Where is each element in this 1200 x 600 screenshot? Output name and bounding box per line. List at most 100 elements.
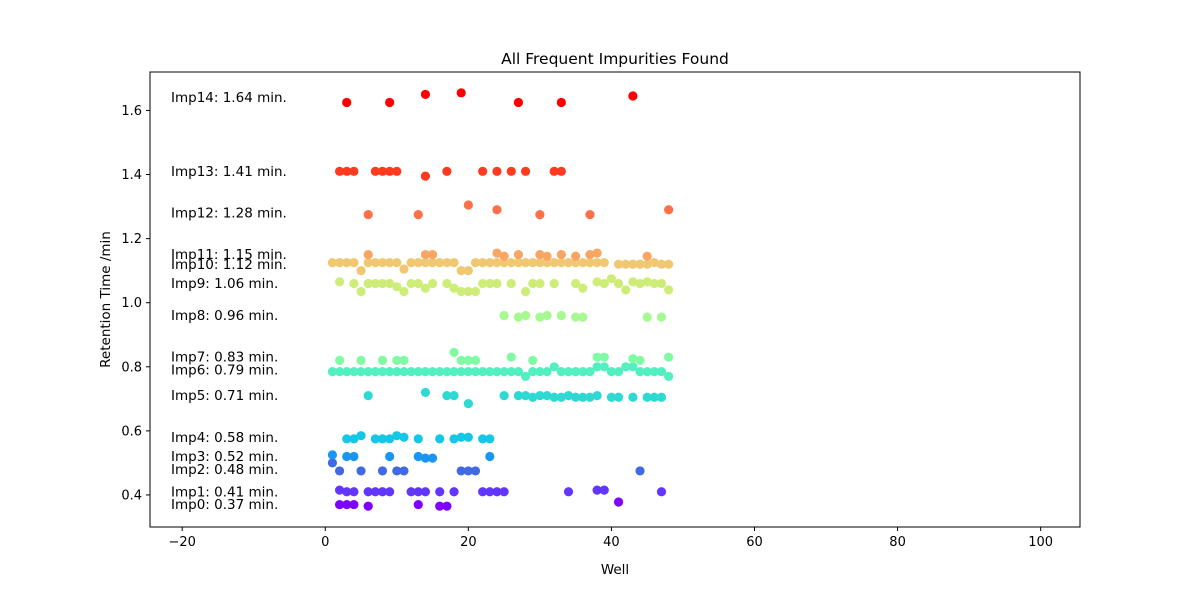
data-point [377, 434, 388, 444]
data-point [420, 171, 431, 181]
y-tick-label: 0.8 [121, 360, 142, 375]
data-point [456, 355, 466, 365]
data-point [571, 392, 581, 402]
data-point [413, 434, 423, 444]
data-point [478, 434, 488, 444]
impurity-label: Imp12: 1.28 min. [171, 205, 287, 221]
data-point [628, 259, 638, 269]
data-point [435, 258, 445, 268]
data-point [478, 366, 488, 377]
data-point [342, 451, 352, 462]
data-point [506, 166, 516, 176]
data-point [549, 258, 559, 268]
data-point [578, 312, 588, 322]
data-point [485, 451, 495, 462]
data-point [628, 277, 638, 287]
data-point [334, 258, 345, 268]
data-point [370, 166, 380, 176]
data-point [349, 434, 359, 444]
data-point [470, 355, 481, 365]
data-point [420, 453, 431, 463]
data-point [592, 391, 602, 401]
data-point [385, 366, 395, 377]
data-point [456, 88, 466, 98]
data-point [463, 466, 473, 476]
data-point [463, 355, 473, 365]
data-point [435, 501, 445, 511]
data-point [356, 431, 366, 441]
data-point [528, 278, 538, 289]
data-point [592, 362, 602, 372]
impurity-label: Imp0: 0.37 min. [171, 497, 278, 513]
data-point [656, 392, 667, 402]
x-tick-label: −20 [168, 535, 195, 550]
data-point [327, 366, 338, 377]
data-point [349, 451, 359, 462]
data-point [592, 248, 602, 258]
data-point [356, 266, 366, 276]
data-point [499, 258, 509, 268]
data-point [528, 355, 538, 365]
data-point [656, 278, 667, 289]
series-imp5 [363, 387, 667, 409]
data-point [334, 366, 345, 377]
data-point [506, 258, 516, 268]
data-point [449, 391, 459, 401]
data-point [327, 450, 338, 460]
data-point [535, 250, 545, 260]
impurity-label: Imp14: 1.64 min. [171, 90, 287, 106]
data-point [535, 391, 545, 401]
data-point [578, 366, 588, 377]
data-point [478, 487, 488, 497]
data-point [642, 392, 652, 402]
data-point [377, 278, 388, 289]
data-point [635, 355, 645, 365]
data-point [492, 366, 502, 377]
chart-title: All Frequent Impurities Found [501, 50, 729, 68]
data-point [528, 366, 538, 377]
data-point [363, 391, 373, 401]
data-point [427, 453, 438, 463]
data-point [370, 258, 380, 268]
series-imp10 [327, 258, 674, 276]
data-point [442, 258, 452, 268]
plot-frame [149, 71, 1081, 528]
data-point [420, 258, 431, 268]
data-point [342, 366, 352, 377]
data-point [342, 499, 352, 510]
data-point [628, 362, 638, 372]
data-point [499, 310, 509, 321]
data-point [664, 371, 674, 382]
data-point [470, 366, 481, 377]
data-point [642, 366, 652, 377]
data-point [392, 355, 402, 365]
data-point [456, 366, 466, 377]
data-point [513, 391, 524, 401]
x-axis: −20 0 20 40 60 80 100 [168, 527, 1053, 550]
data-point [642, 312, 652, 322]
data-point [420, 387, 431, 398]
data-point [334, 466, 345, 476]
data-point [485, 278, 495, 289]
data-point [499, 391, 509, 401]
data-point [571, 251, 581, 261]
data-point [556, 97, 566, 108]
data-point [456, 286, 466, 297]
data-point [478, 258, 488, 268]
data-point [342, 258, 352, 268]
series-imp2 [327, 458, 645, 476]
data-point [449, 347, 459, 357]
series-imp12 [363, 200, 674, 220]
data-point [535, 278, 545, 289]
data-point [628, 91, 638, 101]
data-point [377, 258, 388, 268]
data-point [392, 466, 402, 476]
data-point [377, 487, 388, 497]
data-point [392, 431, 402, 441]
y-tick-label: 0.4 [121, 488, 142, 503]
y-tick-label: 1.2 [121, 232, 142, 247]
data-point [392, 258, 402, 268]
data-point [356, 355, 366, 365]
data-point [420, 366, 431, 377]
data-point [406, 366, 416, 377]
